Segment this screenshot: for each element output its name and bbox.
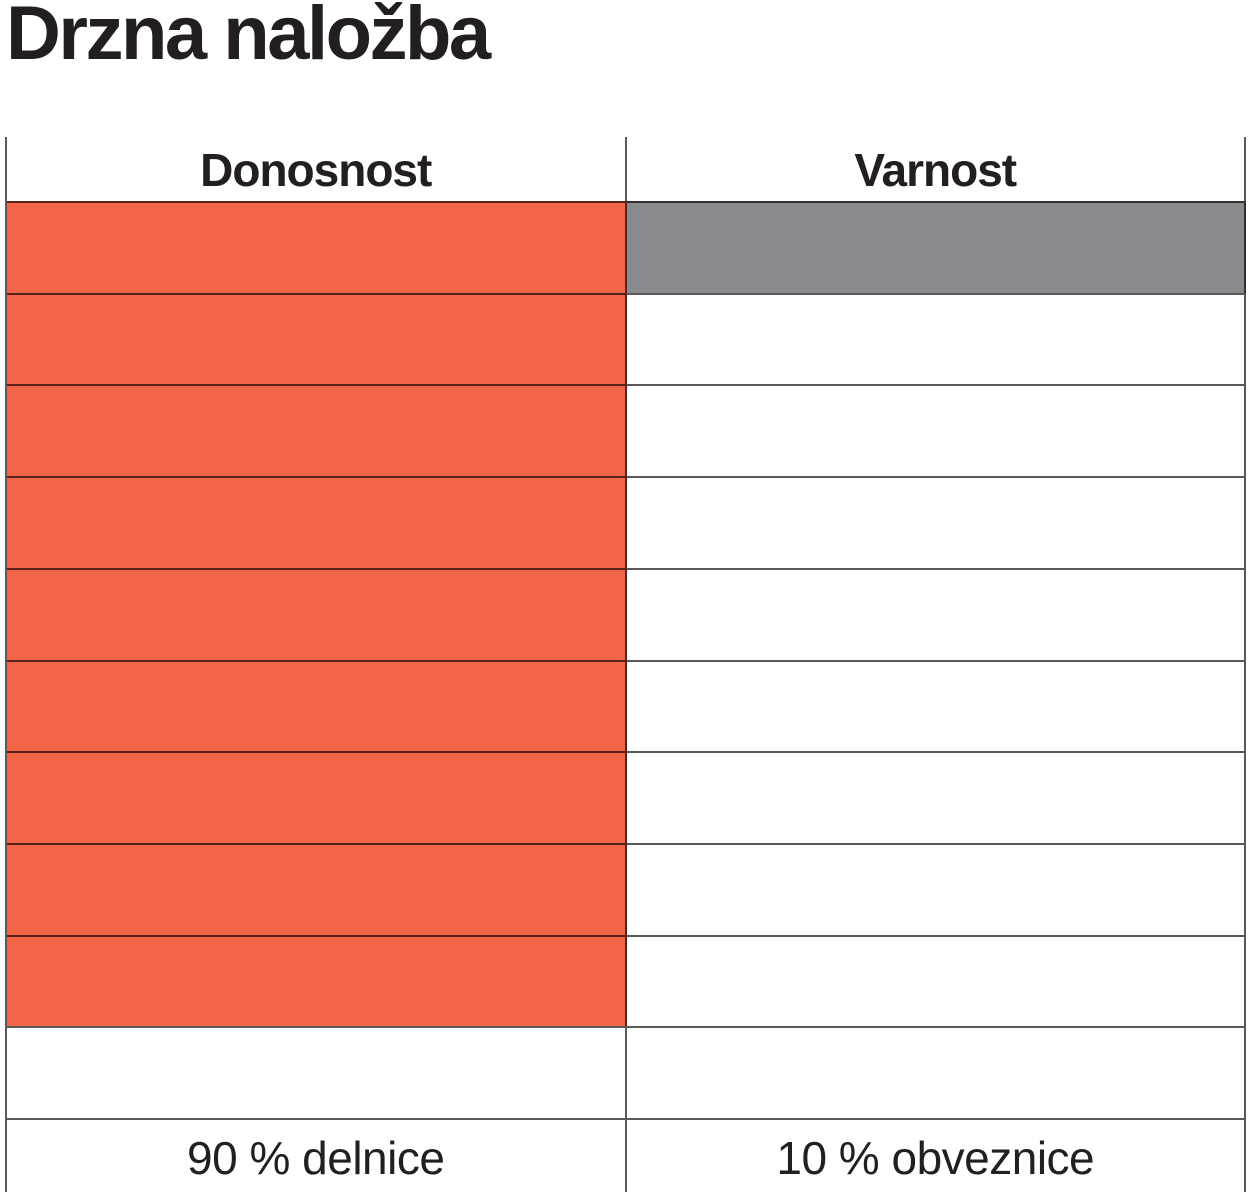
column-header-varnost: Varnost [627,137,1246,201]
cell-donosnost-8-filled [7,842,627,935]
cell-varnost-3-empty [626,384,1246,477]
page-title: Drzna naložba [6,0,491,76]
cell-varnost-8-empty [626,842,1246,935]
cell-donosnost-7-filled [7,751,627,843]
unit-row-6 [7,659,1246,752]
unit-row-2 [7,292,1246,385]
footer-label-delnice: 90 % delnice [7,1118,627,1192]
cell-varnost-2-empty [626,292,1246,385]
unit-row-3 [7,384,1246,477]
unit-row-5 [7,567,1246,660]
cell-varnost-9-empty [626,934,1246,1027]
cell-donosnost-10-empty [7,1026,627,1119]
header-row: Donosnost Varnost [7,137,1246,201]
cell-varnost-6-empty [626,659,1246,752]
cell-donosnost-9-filled [7,934,627,1027]
cell-donosnost-5-filled [7,567,627,660]
unit-row-9 [7,934,1246,1027]
unit-row-10 [7,1026,1246,1119]
cell-donosnost-1-filled [7,201,627,293]
cell-varnost-4-empty [626,476,1246,568]
cell-donosnost-6-filled [7,659,627,752]
cell-varnost-1-filled [626,201,1246,293]
cell-varnost-7-empty [626,751,1246,843]
footer-label-obveznice: 10 % obveznice [626,1118,1246,1192]
cell-donosnost-3-filled [7,384,627,477]
cell-donosnost-2-filled [7,292,627,385]
column-header-donosnost: Donosnost [7,137,627,201]
comparison-table: Donosnost Varnost 90 % delnice 10 % obve… [5,137,1246,1192]
unit-row-8 [7,842,1246,935]
footer-row: 90 % delnice 10 % obveznice [7,1118,1246,1192]
cell-donosnost-4-filled [7,476,627,568]
unit-row-1 [7,201,1246,293]
cell-varnost-5-empty [626,567,1246,660]
unit-row-4 [7,476,1246,568]
unit-row-7 [7,751,1246,843]
cell-varnost-10-empty [626,1026,1246,1119]
